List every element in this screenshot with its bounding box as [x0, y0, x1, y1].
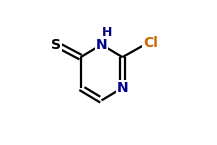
Text: N: N [96, 38, 107, 52]
Text: Cl: Cl [143, 36, 158, 50]
Text: N: N [117, 81, 128, 95]
Text: H: H [102, 26, 112, 39]
Text: S: S [51, 38, 61, 52]
